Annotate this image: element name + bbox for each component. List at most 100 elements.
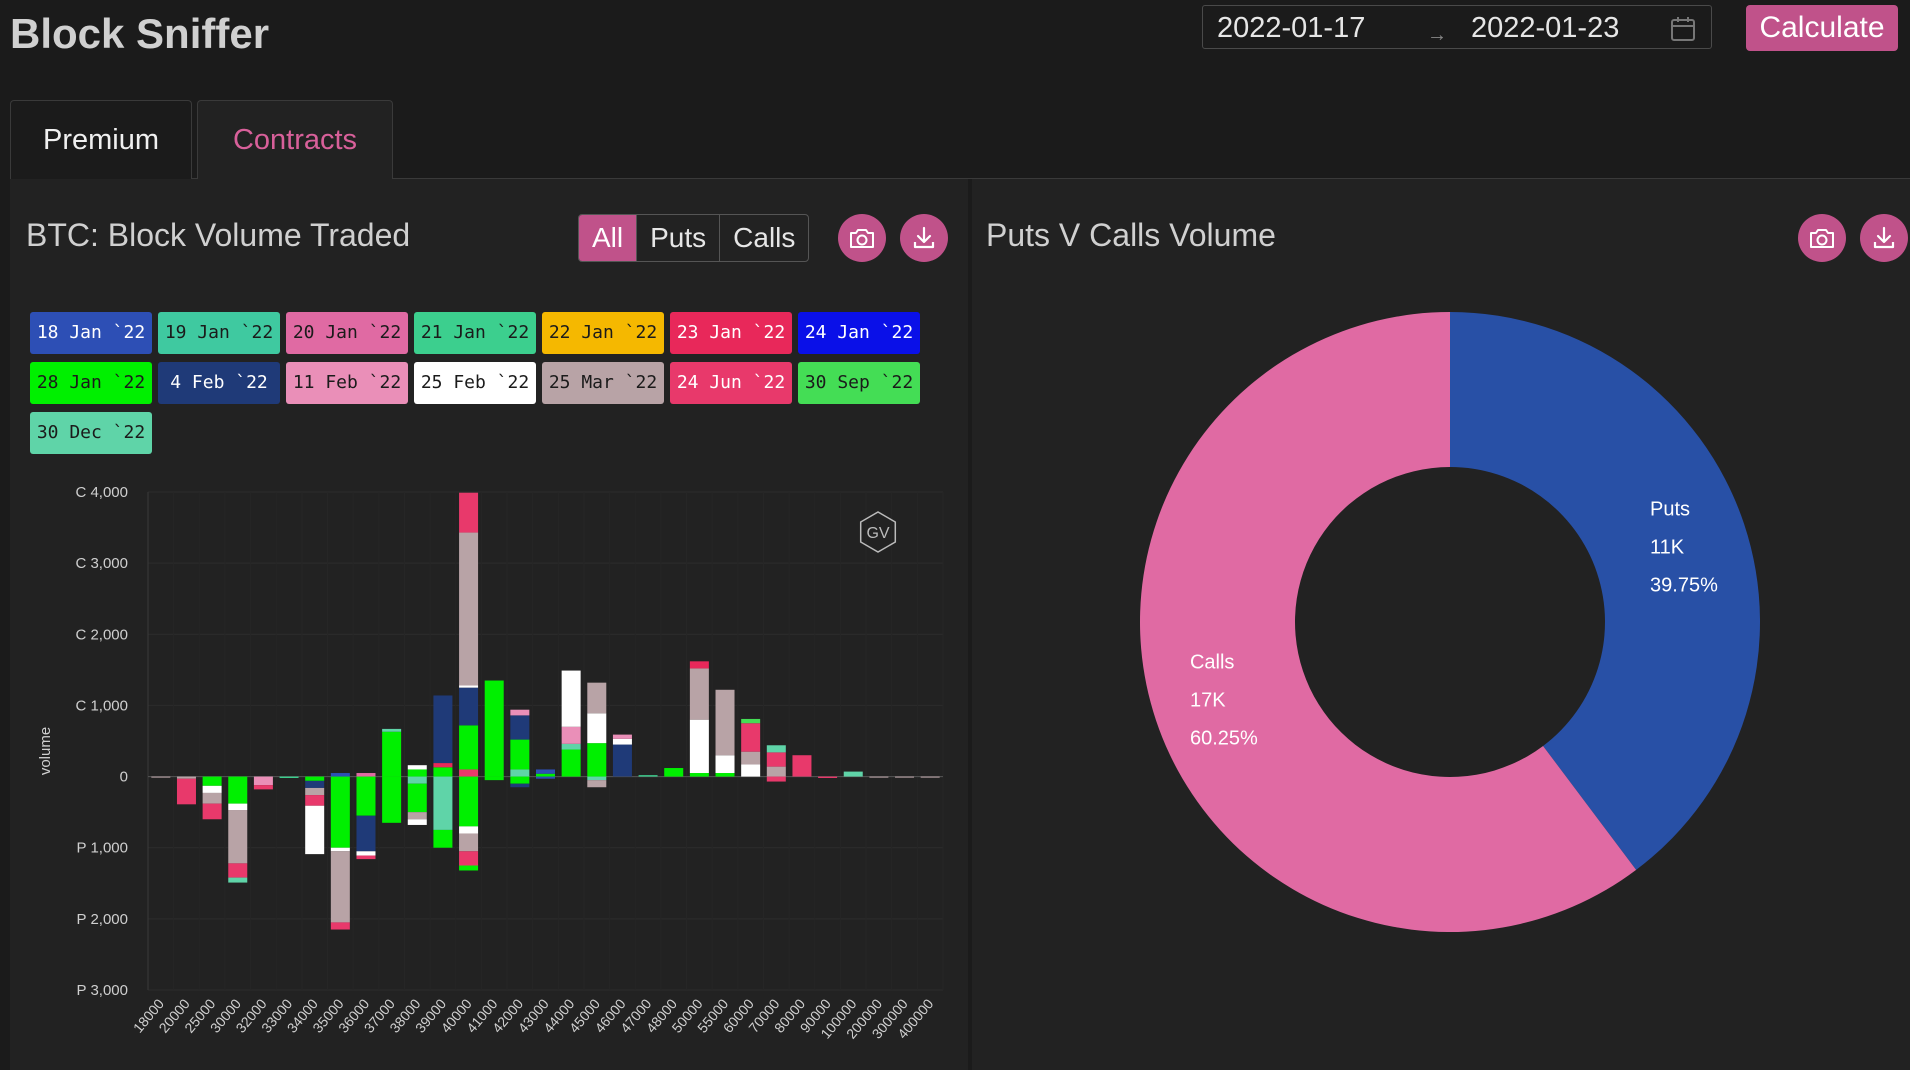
bar-segment-put[interactable] bbox=[330, 851, 350, 923]
bar-segment-put[interactable] bbox=[176, 776, 196, 779]
bar-segment-put[interactable] bbox=[459, 851, 479, 866]
filter-puts-button[interactable]: Puts bbox=[636, 215, 719, 261]
bar-segment-put[interactable] bbox=[356, 851, 376, 856]
legend-expiry[interactable]: 24 Jan `22 bbox=[798, 312, 920, 354]
download-button[interactable] bbox=[900, 214, 948, 262]
bar-segment-put[interactable] bbox=[895, 776, 915, 778]
bar-segment-call[interactable] bbox=[330, 773, 350, 777]
bar-segment-call[interactable] bbox=[792, 755, 812, 777]
bar-segment-put[interactable] bbox=[305, 787, 325, 796]
bar-segment-put[interactable] bbox=[228, 803, 248, 811]
legend-expiry[interactable]: 11 Feb `22 bbox=[286, 362, 408, 404]
bar-segment-put[interactable] bbox=[407, 783, 427, 813]
bar-segment-call[interactable] bbox=[587, 743, 607, 777]
legend-expiry[interactable]: 25 Feb `22 bbox=[414, 362, 536, 404]
bar-segment-put[interactable] bbox=[330, 776, 350, 848]
calculate-button[interactable]: Calculate bbox=[1746, 5, 1898, 51]
bar-segment-call[interactable] bbox=[433, 767, 453, 777]
legend-expiry[interactable]: 4 Feb `22 bbox=[158, 362, 280, 404]
bar-segment-put[interactable] bbox=[228, 863, 248, 878]
bar-segment-put[interactable] bbox=[228, 776, 248, 804]
bar-segment-call[interactable] bbox=[715, 773, 735, 777]
bar-segment-put[interactable] bbox=[459, 833, 479, 852]
bar-segment-call[interactable] bbox=[459, 725, 479, 770]
bar-segment-call[interactable] bbox=[459, 687, 479, 726]
bar-segment-put[interactable] bbox=[459, 776, 479, 827]
bar-segment-call[interactable] bbox=[510, 739, 530, 770]
bar-segment-call[interactable] bbox=[741, 764, 761, 777]
bar-segment-call[interactable] bbox=[561, 726, 581, 744]
bar-segment-put[interactable] bbox=[305, 795, 325, 806]
bar-segment-call[interactable] bbox=[433, 695, 453, 764]
calendar-icon[interactable] bbox=[1669, 15, 1697, 48]
date-range-picker[interactable]: 2022-01-17 → 2022-01-23 bbox=[1202, 5, 1712, 49]
bar-segment-call[interactable] bbox=[484, 680, 504, 777]
bar-segment-put[interactable] bbox=[228, 877, 248, 883]
bar-segment-put[interactable] bbox=[356, 776, 376, 816]
bar-segment-call[interactable] bbox=[459, 685, 479, 688]
bar-segment-put[interactable] bbox=[920, 776, 940, 778]
bar-segment-put[interactable] bbox=[253, 785, 273, 790]
bar-segment-put[interactable] bbox=[382, 776, 402, 823]
bar-segment-put[interactable] bbox=[510, 783, 530, 788]
bar-segment-call[interactable] bbox=[459, 492, 479, 533]
bar-segment-put[interactable] bbox=[253, 776, 273, 786]
bar-segment-call[interactable] bbox=[587, 713, 607, 744]
bar-segment-call[interactable] bbox=[356, 773, 376, 777]
bar-segment-put[interactable] bbox=[202, 776, 222, 786]
bar-segment-call[interactable] bbox=[689, 719, 709, 774]
legend-expiry[interactable]: 25 Mar `22 bbox=[542, 362, 664, 404]
bar-segment-put[interactable] bbox=[766, 776, 786, 782]
start-date[interactable]: 2022-01-17 bbox=[1217, 12, 1366, 44]
filter-calls-button[interactable]: Calls bbox=[719, 215, 808, 261]
bar-segment-call[interactable] bbox=[382, 728, 402, 732]
bar-segment-put[interactable] bbox=[202, 792, 222, 804]
bar-segment-call[interactable] bbox=[561, 749, 581, 777]
bar-segment-call[interactable] bbox=[612, 734, 632, 739]
bar-segment-call[interactable] bbox=[766, 752, 786, 767]
bar-segment-call[interactable] bbox=[741, 751, 761, 765]
bar-segment-put[interactable] bbox=[356, 815, 376, 852]
legend-expiry[interactable]: 20 Jan `22 bbox=[286, 312, 408, 354]
bar-segment-put[interactable] bbox=[202, 785, 222, 793]
tab-premium[interactable]: Premium bbox=[10, 100, 192, 179]
bar-segment-put[interactable] bbox=[459, 826, 479, 834]
legend-expiry[interactable]: 18 Jan `22 bbox=[30, 312, 152, 354]
bar-segment-call[interactable] bbox=[715, 689, 735, 756]
bar-segment-call[interactable] bbox=[510, 715, 530, 740]
bar-segment-call[interactable] bbox=[587, 682, 607, 714]
bar-segment-call[interactable] bbox=[741, 723, 761, 752]
bar-segment-call[interactable] bbox=[664, 768, 684, 777]
bar-segment-put[interactable] bbox=[407, 819, 427, 825]
bar-segment-call[interactable] bbox=[741, 718, 761, 724]
filter-all-button[interactable]: All bbox=[579, 215, 637, 261]
bar-segment-put[interactable] bbox=[536, 776, 555, 779]
bar-segment-put[interactable] bbox=[510, 776, 530, 784]
bar-segment-call[interactable] bbox=[766, 745, 786, 753]
bar-segment-put[interactable] bbox=[869, 776, 889, 778]
bar-segment-put[interactable] bbox=[407, 776, 427, 784]
bar-segment-call[interactable] bbox=[612, 738, 632, 745]
bar-segment-put[interactable] bbox=[356, 855, 376, 860]
bar-segment-put[interactable] bbox=[202, 803, 222, 820]
bar-segment-call[interactable] bbox=[612, 744, 632, 777]
bar-segment-call[interactable] bbox=[689, 773, 709, 777]
donut-slice-calls[interactable] bbox=[1140, 312, 1637, 933]
tab-contracts[interactable]: Contracts bbox=[197, 100, 393, 179]
legend-expiry[interactable]: 19 Jan `22 bbox=[158, 312, 280, 354]
bar-segment-call[interactable] bbox=[561, 670, 581, 727]
bar-segment-put[interactable] bbox=[433, 829, 453, 848]
bar-segment-put[interactable] bbox=[176, 778, 196, 805]
bar-segment-put[interactable] bbox=[433, 776, 453, 830]
bar-segment-put[interactable] bbox=[587, 780, 607, 788]
bar-segment-put[interactable] bbox=[305, 780, 325, 788]
bar-segment-call[interactable] bbox=[459, 769, 479, 777]
legend-expiry[interactable]: 30 Dec `22 bbox=[30, 412, 152, 454]
bar-segment-call[interactable] bbox=[510, 769, 530, 777]
bar-segment-call[interactable] bbox=[715, 755, 735, 774]
bar-segment-put[interactable] bbox=[407, 812, 427, 820]
bar-segment-call[interactable] bbox=[843, 771, 863, 777]
bar-segment-call[interactable] bbox=[433, 763, 453, 768]
bar-segment-call[interactable] bbox=[689, 668, 709, 720]
bar-segment-call[interactable] bbox=[382, 731, 402, 777]
